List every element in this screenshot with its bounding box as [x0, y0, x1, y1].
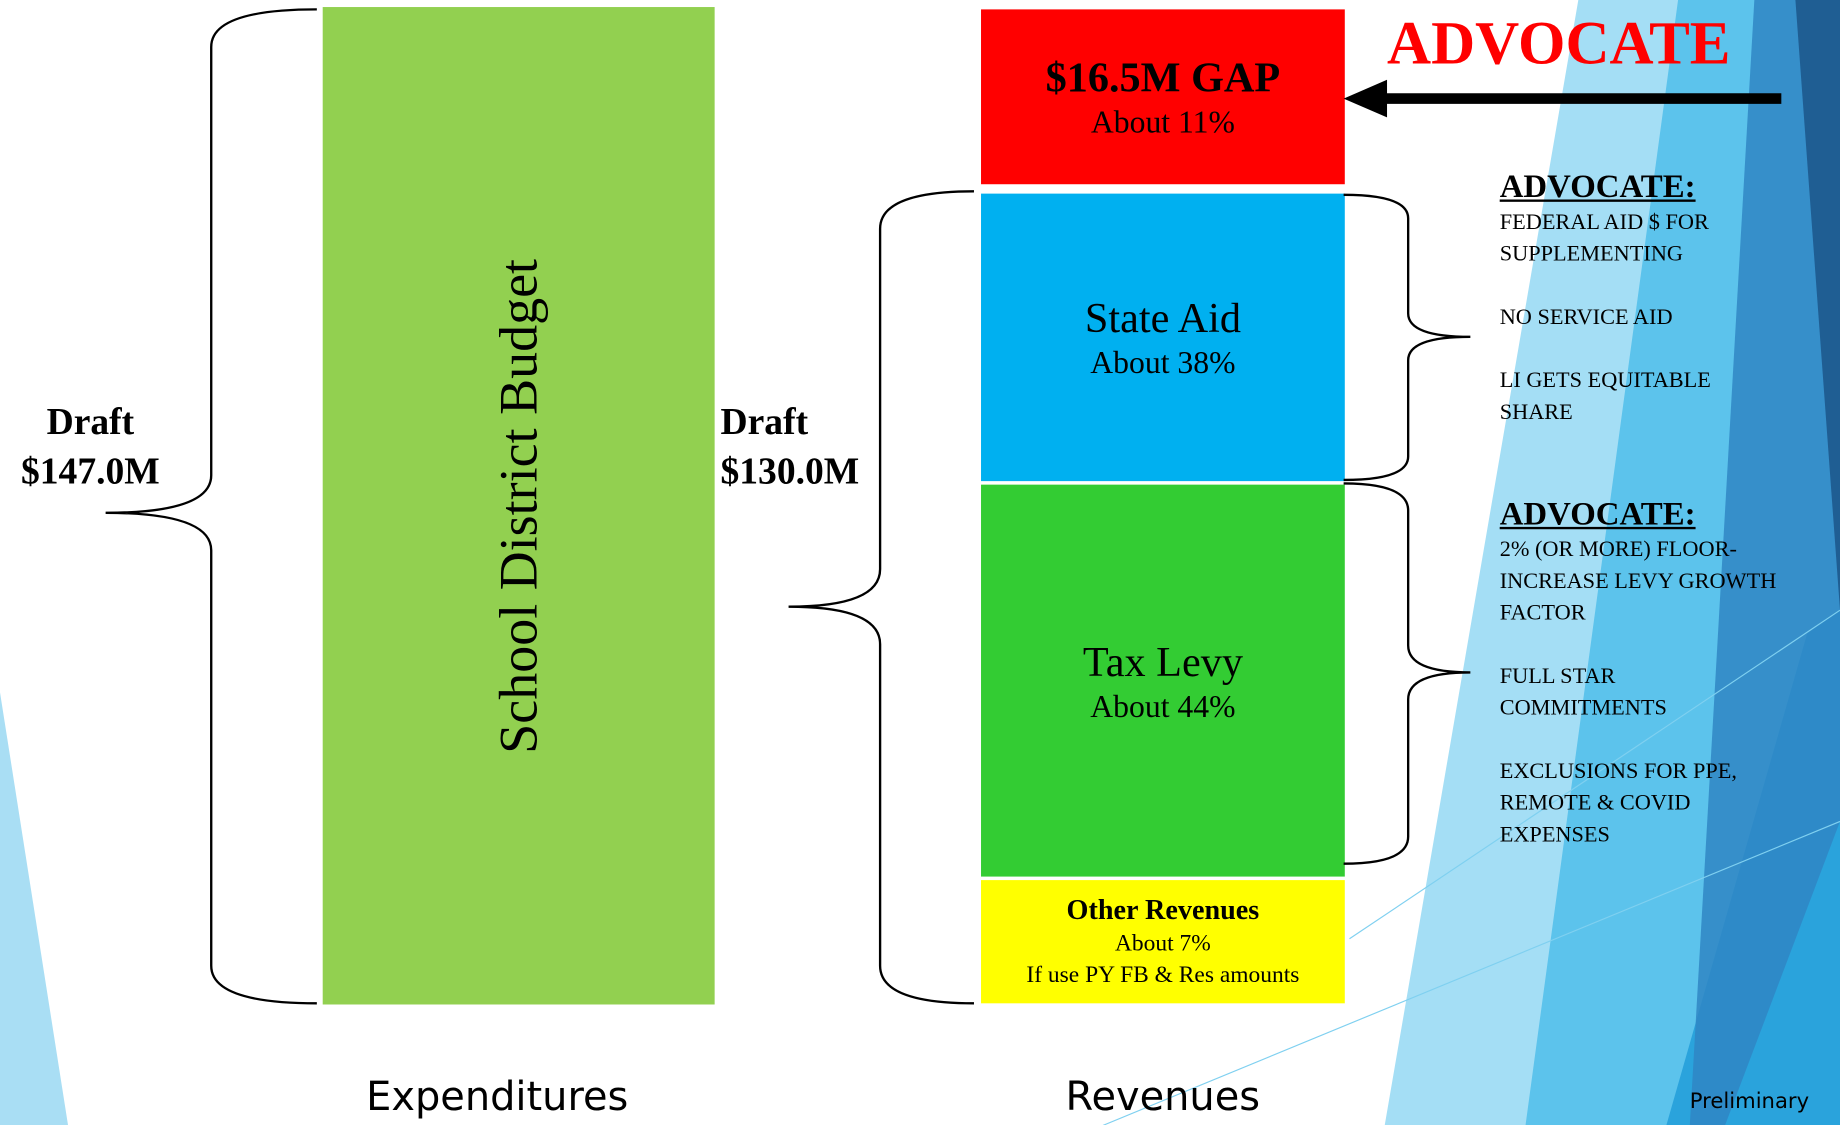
block-title: Tax Levy	[1083, 637, 1243, 686]
advocacy-item: NO SERVICE AID	[1500, 302, 1782, 334]
block-subtitle: About 44%	[1090, 686, 1235, 726]
callout: ADVOCATE	[1387, 9, 1730, 78]
budget-label: School District Budget	[488, 258, 550, 753]
block-title: $16.5M GAP	[1046, 52, 1281, 101]
gap-text: $16.5M GAP About 11%	[981, 9, 1345, 184]
block-subtitle: About 38%	[1090, 343, 1235, 383]
expenditure-draft: Draft $147.0M	[0, 397, 181, 496]
budget-label-wrap: School District Budget	[323, 7, 715, 1004]
advocacy-block: ADVOCATE:FEDERAL AID $ FOR SUPPLEMENTING…	[1500, 169, 1782, 460]
draft-label: Draft	[0, 397, 181, 446]
advocacy-item: FEDERAL AID $ FOR SUPPLEMENTING	[1500, 207, 1782, 270]
block-note: If use PY FB & Res amounts	[1026, 959, 1299, 991]
advocacy-heading: ADVOCATE:	[1500, 169, 1782, 207]
other-revenues-text: Other Revenues About 7% If use PY FB & R…	[981, 880, 1345, 1003]
advocacy-item: FULL STAR COMMITMENTS	[1500, 661, 1782, 724]
state-aid-text: State Aid About 38%	[981, 194, 1345, 482]
caption: Revenues	[1066, 1074, 1261, 1121]
brace	[106, 9, 317, 1003]
decoration	[0, 692, 68, 1125]
arrow-head	[1344, 80, 1387, 118]
block-subtitle: About 11%	[1091, 102, 1235, 142]
draft-label: Draft	[721, 397, 860, 446]
caption: Expenditures	[366, 1074, 628, 1121]
brace	[789, 191, 974, 1003]
advocacy-item: LI GETS EQUITABLE SHARE	[1500, 365, 1782, 428]
advocacy-heading: ADVOCATE:	[1500, 496, 1782, 534]
tax-levy-text: Tax Levy About 44%	[981, 485, 1345, 877]
draft-amount: $147.0M	[0, 446, 181, 495]
advocacy-item: 2% (OR MORE) FLOOR-INCREASE LEVY GROWTH …	[1500, 534, 1782, 629]
stage: Draft $147.0M School District Budget Dra…	[0, 0, 1840, 1125]
slide: Draft $147.0M School District Budget Dra…	[0, 0, 1840, 1125]
draft-amount: $130.0M	[721, 446, 860, 495]
block-title: Other Revenues	[1067, 892, 1260, 927]
block-title: State Aid	[1085, 293, 1241, 342]
advocacy-block: ADVOCATE:2% (OR MORE) FLOOR-INCREASE LEV…	[1500, 496, 1782, 882]
footer: Preliminary	[1690, 1089, 1809, 1114]
block-subtitle: About 7%	[1115, 928, 1211, 960]
revenue-draft: Draft $130.0M	[721, 397, 860, 496]
advocacy-item: EXCLUSIONS FOR PPE, REMOTE & COVID EXPEN…	[1500, 756, 1782, 851]
brace	[1344, 195, 1471, 480]
